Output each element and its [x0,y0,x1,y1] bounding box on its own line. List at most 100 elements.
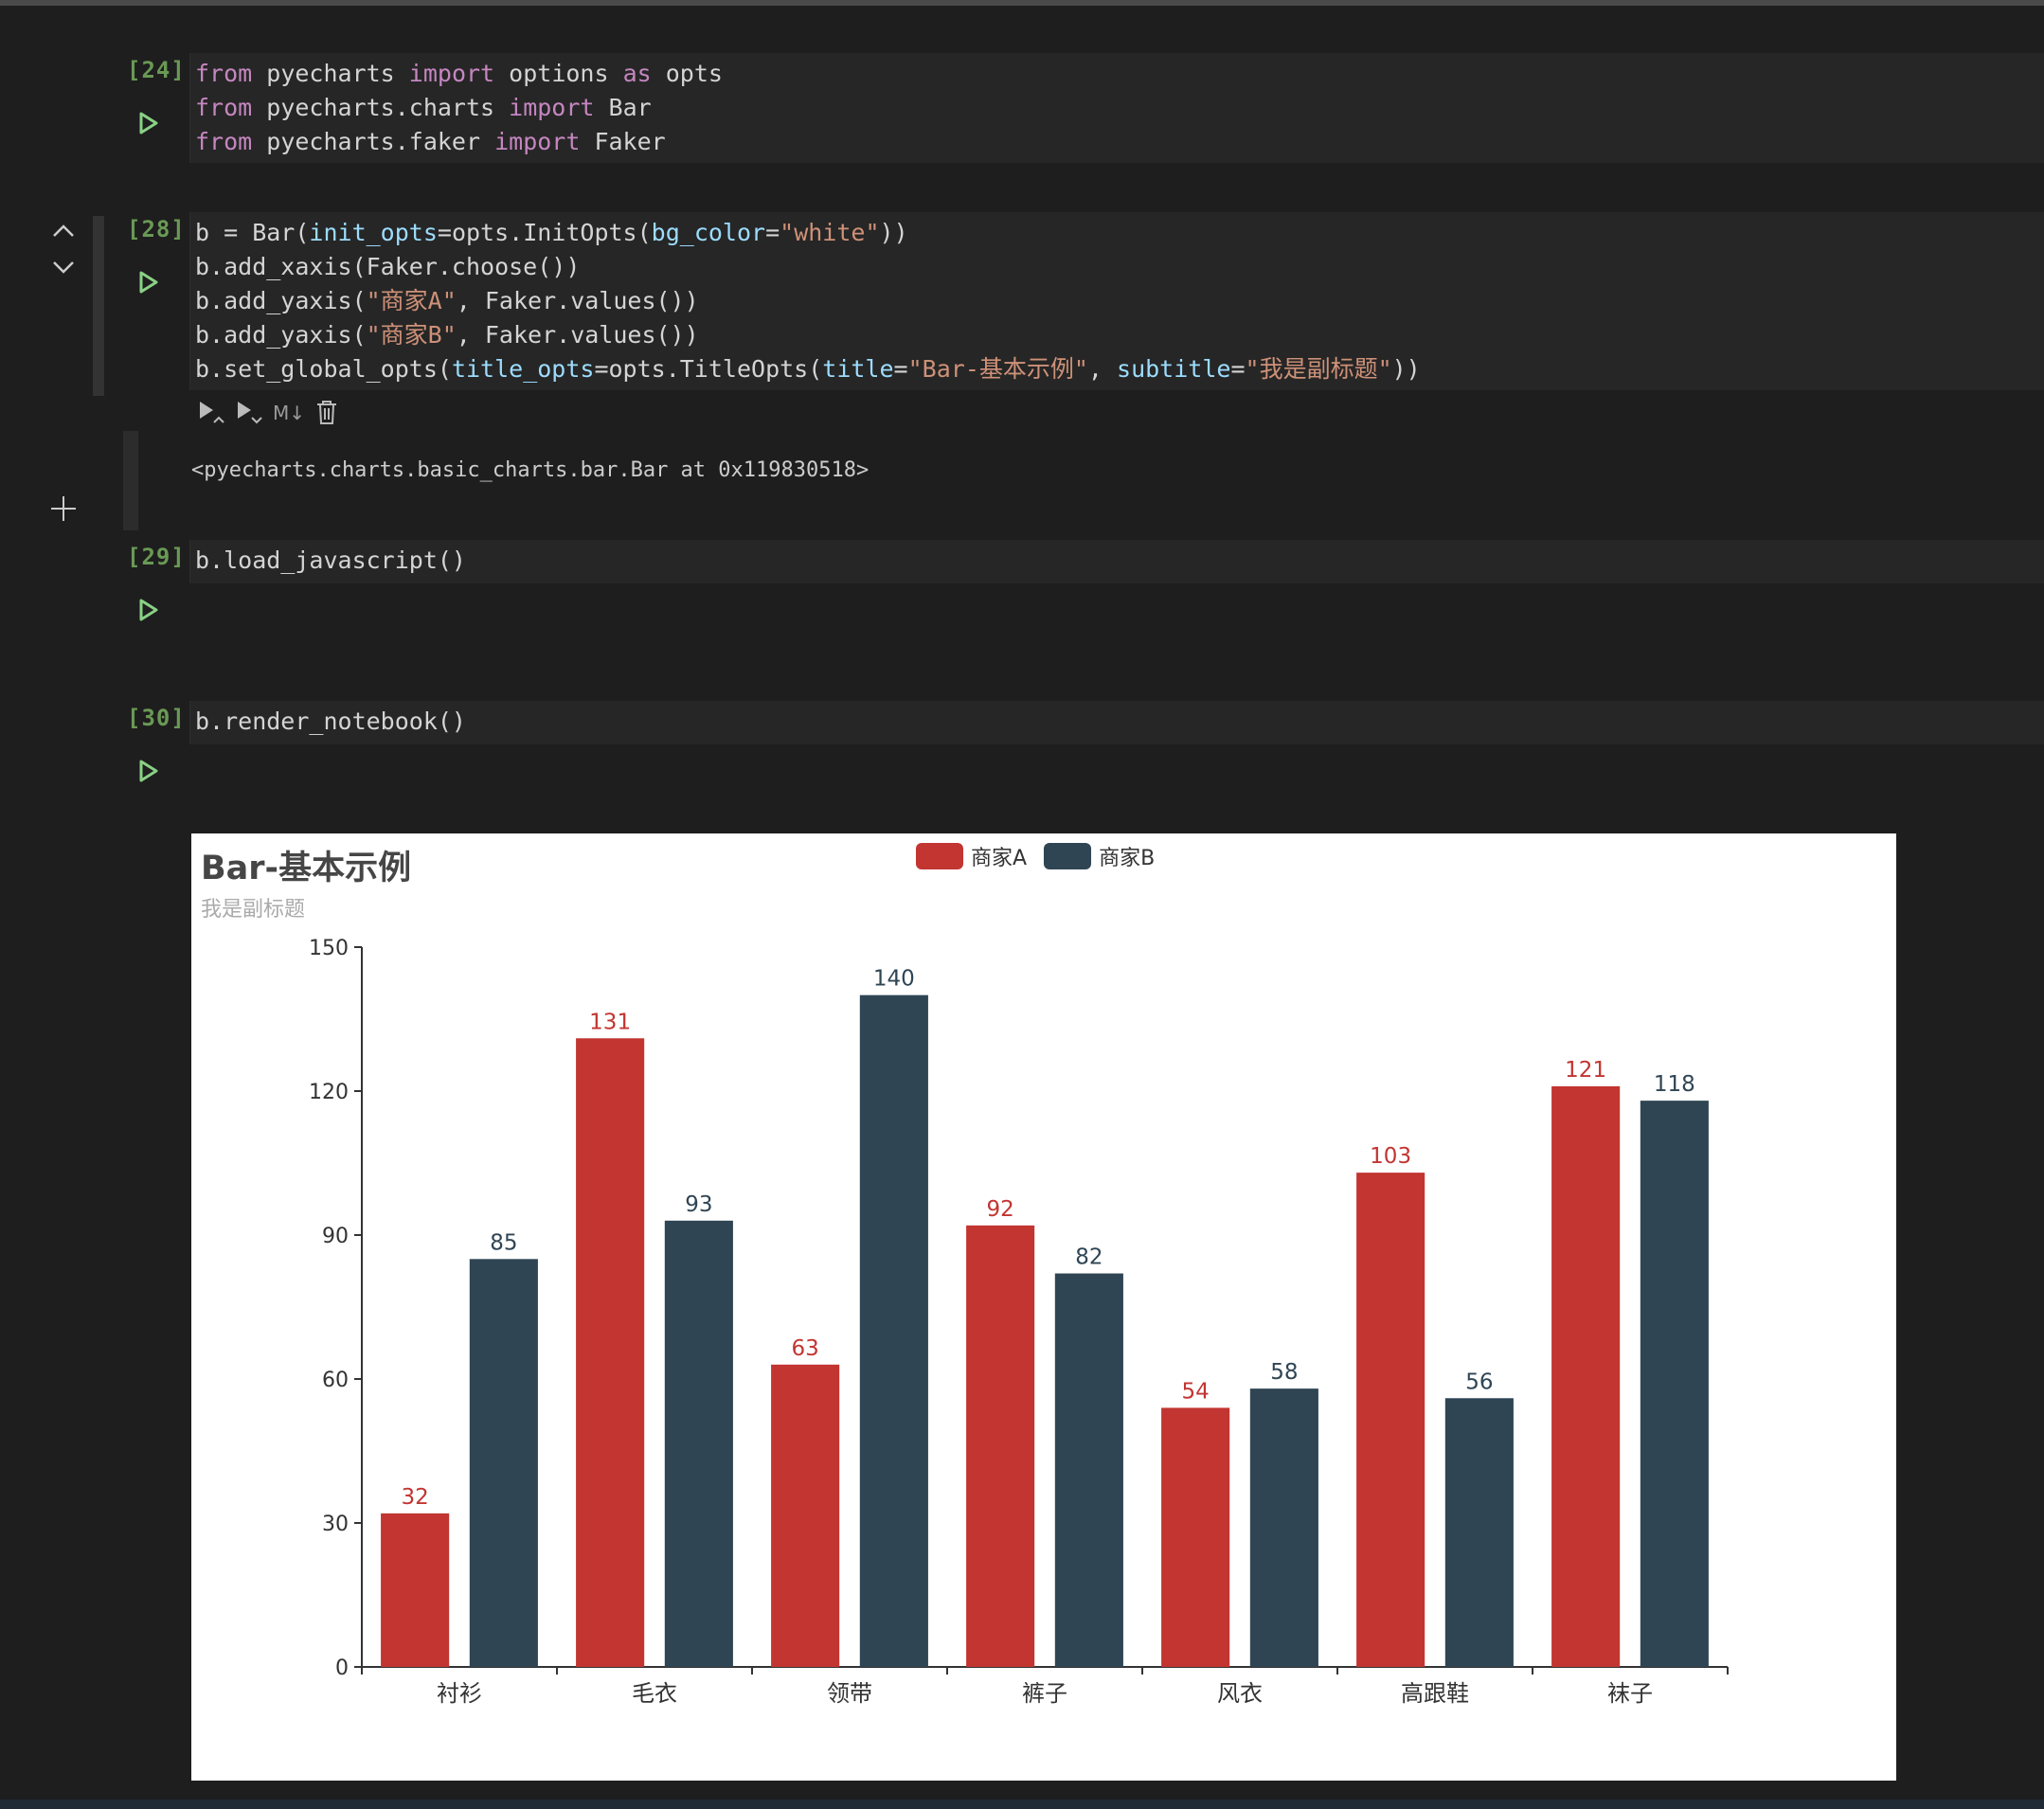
y-tick-label: 60 [322,1369,349,1392]
bar [1640,1101,1709,1667]
legend-item-series-a[interactable]: 商家A [916,841,1027,871]
execution-count: [28] [127,216,186,242]
code-token: opts [651,60,723,87]
code-token: )) [1391,355,1421,383]
bar [469,1259,538,1667]
code-token: )) [879,219,908,246]
run-cell-icon[interactable] [133,756,163,786]
cell-editor[interactable] [189,53,2044,163]
code-token: from [195,128,253,155]
bar [664,1220,733,1667]
code-line: b.load_javascript() [195,544,466,578]
code-token: import [408,60,495,87]
bar [966,1225,1035,1667]
move-cell-down-icon[interactable] [49,252,78,280]
data-label: 140 [873,967,915,992]
legend-swatch [916,843,963,869]
x-tick-label: 高跟鞋 [1401,1680,1469,1707]
code-token: init_opts [309,219,438,246]
code-token: =opts.InitOpts( [437,219,652,246]
data-label: 93 [685,1192,712,1217]
add-cell-icon[interactable] [49,494,78,523]
x-tick-label: 袜子 [1607,1680,1653,1707]
bar [1356,1173,1425,1667]
code-token: pyecharts [252,60,409,87]
data-label: 131 [589,1010,631,1034]
code-token: as [622,60,652,87]
x-tick-label: 毛衣 [632,1680,677,1707]
code-line: b.add_yaxis("商家A", Faker.values()) [195,284,699,318]
run-cell-icon[interactable] [133,267,163,297]
status-bar [0,1800,2044,1809]
run-cell-icon[interactable] [133,595,163,625]
code-token: from [195,60,253,87]
cell-editor[interactable] [189,540,2044,583]
cell-editor[interactable] [189,701,2044,744]
code-cell-29[interactable]: [29] b.load_javascript() [0,540,2044,682]
code-token: options [494,60,623,87]
code-token: , [1087,355,1118,383]
execution-count: [30] [127,705,186,731]
data-label: 82 [1075,1245,1103,1270]
code-token: =opts.TitleOpts( [594,355,823,383]
code-token: = [765,219,780,246]
code-cell-30[interactable]: [30] b.render_notebook() [0,701,2044,1762]
output-collapse-bar[interactable] [123,431,138,530]
x-tick-label: 衬衫 [437,1680,482,1707]
data-label: 118 [1654,1072,1695,1097]
code-cell-24[interactable]: [24] from pyecharts import options as op… [0,53,2044,167]
data-label: 54 [1181,1379,1209,1404]
data-label: 85 [490,1230,517,1255]
code-token: "Bar-基本示例" [907,355,1088,383]
code-line: b.add_yaxis("商家B", Faker.values()) [195,318,699,352]
legend-swatch [1044,843,1092,869]
code-token: "商家A" [366,287,457,314]
window-top-border [0,0,2044,6]
change-to-markdown-button[interactable]: M↓ [273,402,306,424]
legend-item-series-b[interactable]: 商家B [1044,841,1155,871]
code-token: b.load_javascript() [195,546,466,574]
data-label: 92 [986,1197,1013,1222]
bar [1054,1273,1123,1667]
code-token: bg_color [651,219,766,246]
chart-legend: 商家A 商家B [916,841,1172,871]
chart-plot-area: 0 30 60 90 120 150 衬衫 32 85 毛衣 131 93 领带 63 140 裤子 92 82 风… [309,937,1729,1707]
execution-count: [29] [127,544,186,570]
x-tick-label: 裤子 [1022,1680,1067,1707]
code-token: , Faker.values()) [456,287,699,314]
move-cell-up-icon[interactable] [49,218,78,246]
y-tick-label: 30 [322,1513,349,1536]
delete-cell-icon[interactable] [314,398,339,426]
bar [859,994,928,1667]
code-line: b.add_xaxis(Faker.choose()) [195,250,580,284]
legend-label: 商家B [1099,847,1156,870]
code-token: b.add_xaxis(Faker.choose()) [195,253,581,280]
y-tick-label: 0 [335,1657,349,1680]
run-below-icon[interactable] [233,398,265,426]
cell-editor[interactable] [189,212,2044,390]
run-above-icon[interactable] [195,398,227,426]
run-cell-icon[interactable] [133,108,163,138]
data-label: 58 [1270,1360,1298,1385]
code-line: b.render_notebook() [195,705,466,739]
code-line: from pyecharts.charts import Bar [195,91,652,125]
code-token: b.render_notebook() [195,707,466,735]
y-tick-label: 90 [322,1225,349,1248]
cell-focus-indicator [93,216,104,396]
bar [771,1364,840,1667]
code-line: b.set_global_opts(title_opts=opts.TitleO… [195,352,1421,386]
code-token: from [195,94,253,121]
execution-count: [24] [127,57,186,83]
code-token: b.add_yaxis( [195,321,367,349]
code-token: "white" [780,219,880,246]
code-line: from pyecharts import options as opts [195,57,723,91]
code-token: pyecharts.faker [252,128,495,155]
code-token: "我是副标题" [1245,355,1392,383]
code-token: Bar [594,94,652,121]
code-token: title [822,355,894,383]
bar [576,1038,645,1667]
data-label: 63 [791,1336,818,1361]
code-token: import [509,94,595,121]
code-cell-28[interactable]: [28] b = Bar(init_opts=opts.InitOpts(bg_… [0,212,2044,402]
code-token: b.set_global_opts( [195,355,452,383]
